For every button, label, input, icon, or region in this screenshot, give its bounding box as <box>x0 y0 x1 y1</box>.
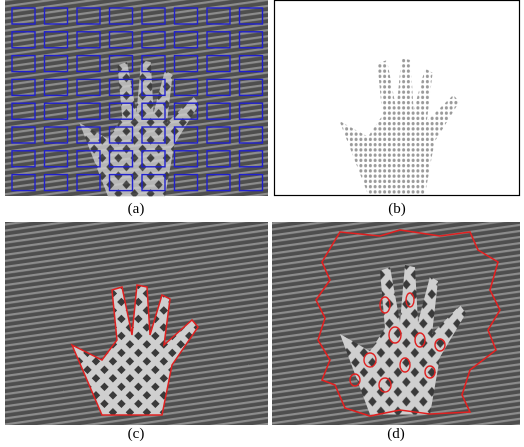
figure: (a) (b) (c) (d) <box>0 0 524 442</box>
caption: (a) <box>128 201 145 217</box>
panel-b: (b) <box>275 1 520 218</box>
caption: (c) <box>128 426 145 442</box>
caption: (d) <box>387 426 405 442</box>
caption: (b) <box>388 201 406 217</box>
panel-c: (c) <box>5 222 268 442</box>
panel-d: (d) <box>272 222 520 442</box>
panel-a: (a) <box>5 0 268 217</box>
